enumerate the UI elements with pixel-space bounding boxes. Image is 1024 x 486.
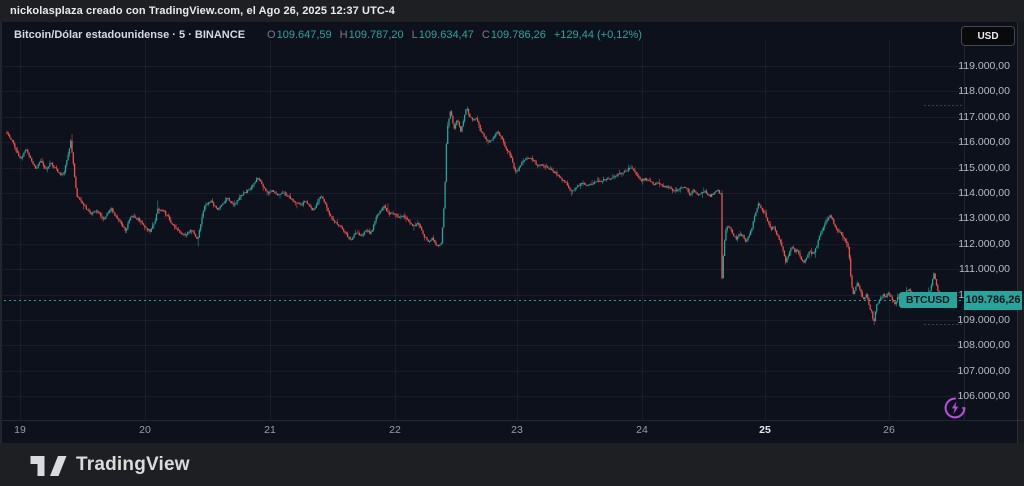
right-edge-strip [1017, 22, 1024, 443]
time-axis-tick: 26 [883, 424, 895, 436]
price-axis-tick: 112.000,00 [958, 237, 1010, 250]
time-axis[interactable]: 19 20 21 22 23 24 25 26 [2, 420, 1024, 443]
currency-usd-button[interactable]: USD [961, 26, 1015, 46]
time-axis-tick: 23 [511, 424, 523, 436]
watermark-text: nickolasplaza creado con TradingView.com… [10, 5, 395, 17]
last-price-value-box: 109.786,26 [964, 290, 1022, 310]
ohlc-low-value: 109.634,47 [418, 29, 474, 41]
ohlc-high-value: 109.787,20 [348, 29, 404, 41]
price-axis-tick: 118.000,00 [958, 85, 1010, 98]
price-axis-tick: 113.000,00 [958, 212, 1010, 225]
tradingview-logo-text: TradingView [76, 453, 190, 475]
price-axis-border [964, 46, 965, 420]
lightning-status-icon[interactable] [943, 396, 967, 420]
time-axis-tick: 25 [759, 424, 771, 436]
price-axis-tick: 108.000,00 [957, 339, 1010, 352]
time-axis-tick: 22 [389, 424, 401, 436]
price-axis[interactable]: 119.000,00 118.000,00 117.000,00 116.000,00… [957, 22, 1024, 420]
chart-panel: Bitcoin/Dólar estadounidense · 5 · BINAN… [0, 22, 1024, 443]
ohlc-close-value: 109.786,26 [490, 29, 546, 41]
ohlc-close-key: C [481, 29, 490, 41]
price-axis-tick: 117.000,00 [958, 110, 1010, 123]
ohlc-high-key: H [339, 29, 348, 41]
time-axis-tick: 21 [264, 424, 276, 436]
time-axis-tick: 20 [139, 424, 151, 436]
chart-legend: Bitcoin/Dólar estadounidense · 5 · BINAN… [14, 27, 642, 43]
price-axis-tick: 107.000,00 [957, 364, 1010, 377]
candlestick-canvas[interactable] [2, 22, 1024, 443]
price-axis-tick: 115.000,00 [958, 161, 1010, 174]
last-price-symbol-badge: BTCUSD [899, 292, 957, 309]
ohlc-low-key: L [411, 29, 418, 41]
price-axis-tick: 116.000,00 [958, 136, 1010, 149]
ohlc-change-value: +129,44 (+0,12%) [553, 29, 642, 41]
time-axis-tick: 24 [636, 424, 648, 436]
price-axis-tick: 106.000,00 [957, 390, 1010, 403]
price-axis-tick: 111.000,00 [959, 263, 1010, 276]
symbol-title[interactable]: Bitcoin/Dólar estadounidense · 5 · BINAN… [14, 29, 246, 41]
price-axis-tick: 114.000,00 [958, 187, 1010, 199]
ohlc-open-value: 109.647,59 [276, 29, 332, 41]
price-axis-tick: 119.000,00 [958, 60, 1010, 72]
time-axis-tick: 19 [14, 424, 26, 436]
ohlc-open-key: O [267, 29, 276, 41]
footer-bar: TradingView [0, 443, 1024, 486]
price-axis-tick: 109.000,00 [957, 314, 1010, 326]
tradingview-logo-icon [30, 455, 67, 476]
time-axis-border [2, 420, 1024, 421]
tradingview-logo[interactable]: TradingView [30, 452, 190, 478]
watermark-bar: nickolasplaza creado con TradingView.com… [0, 0, 1024, 22]
